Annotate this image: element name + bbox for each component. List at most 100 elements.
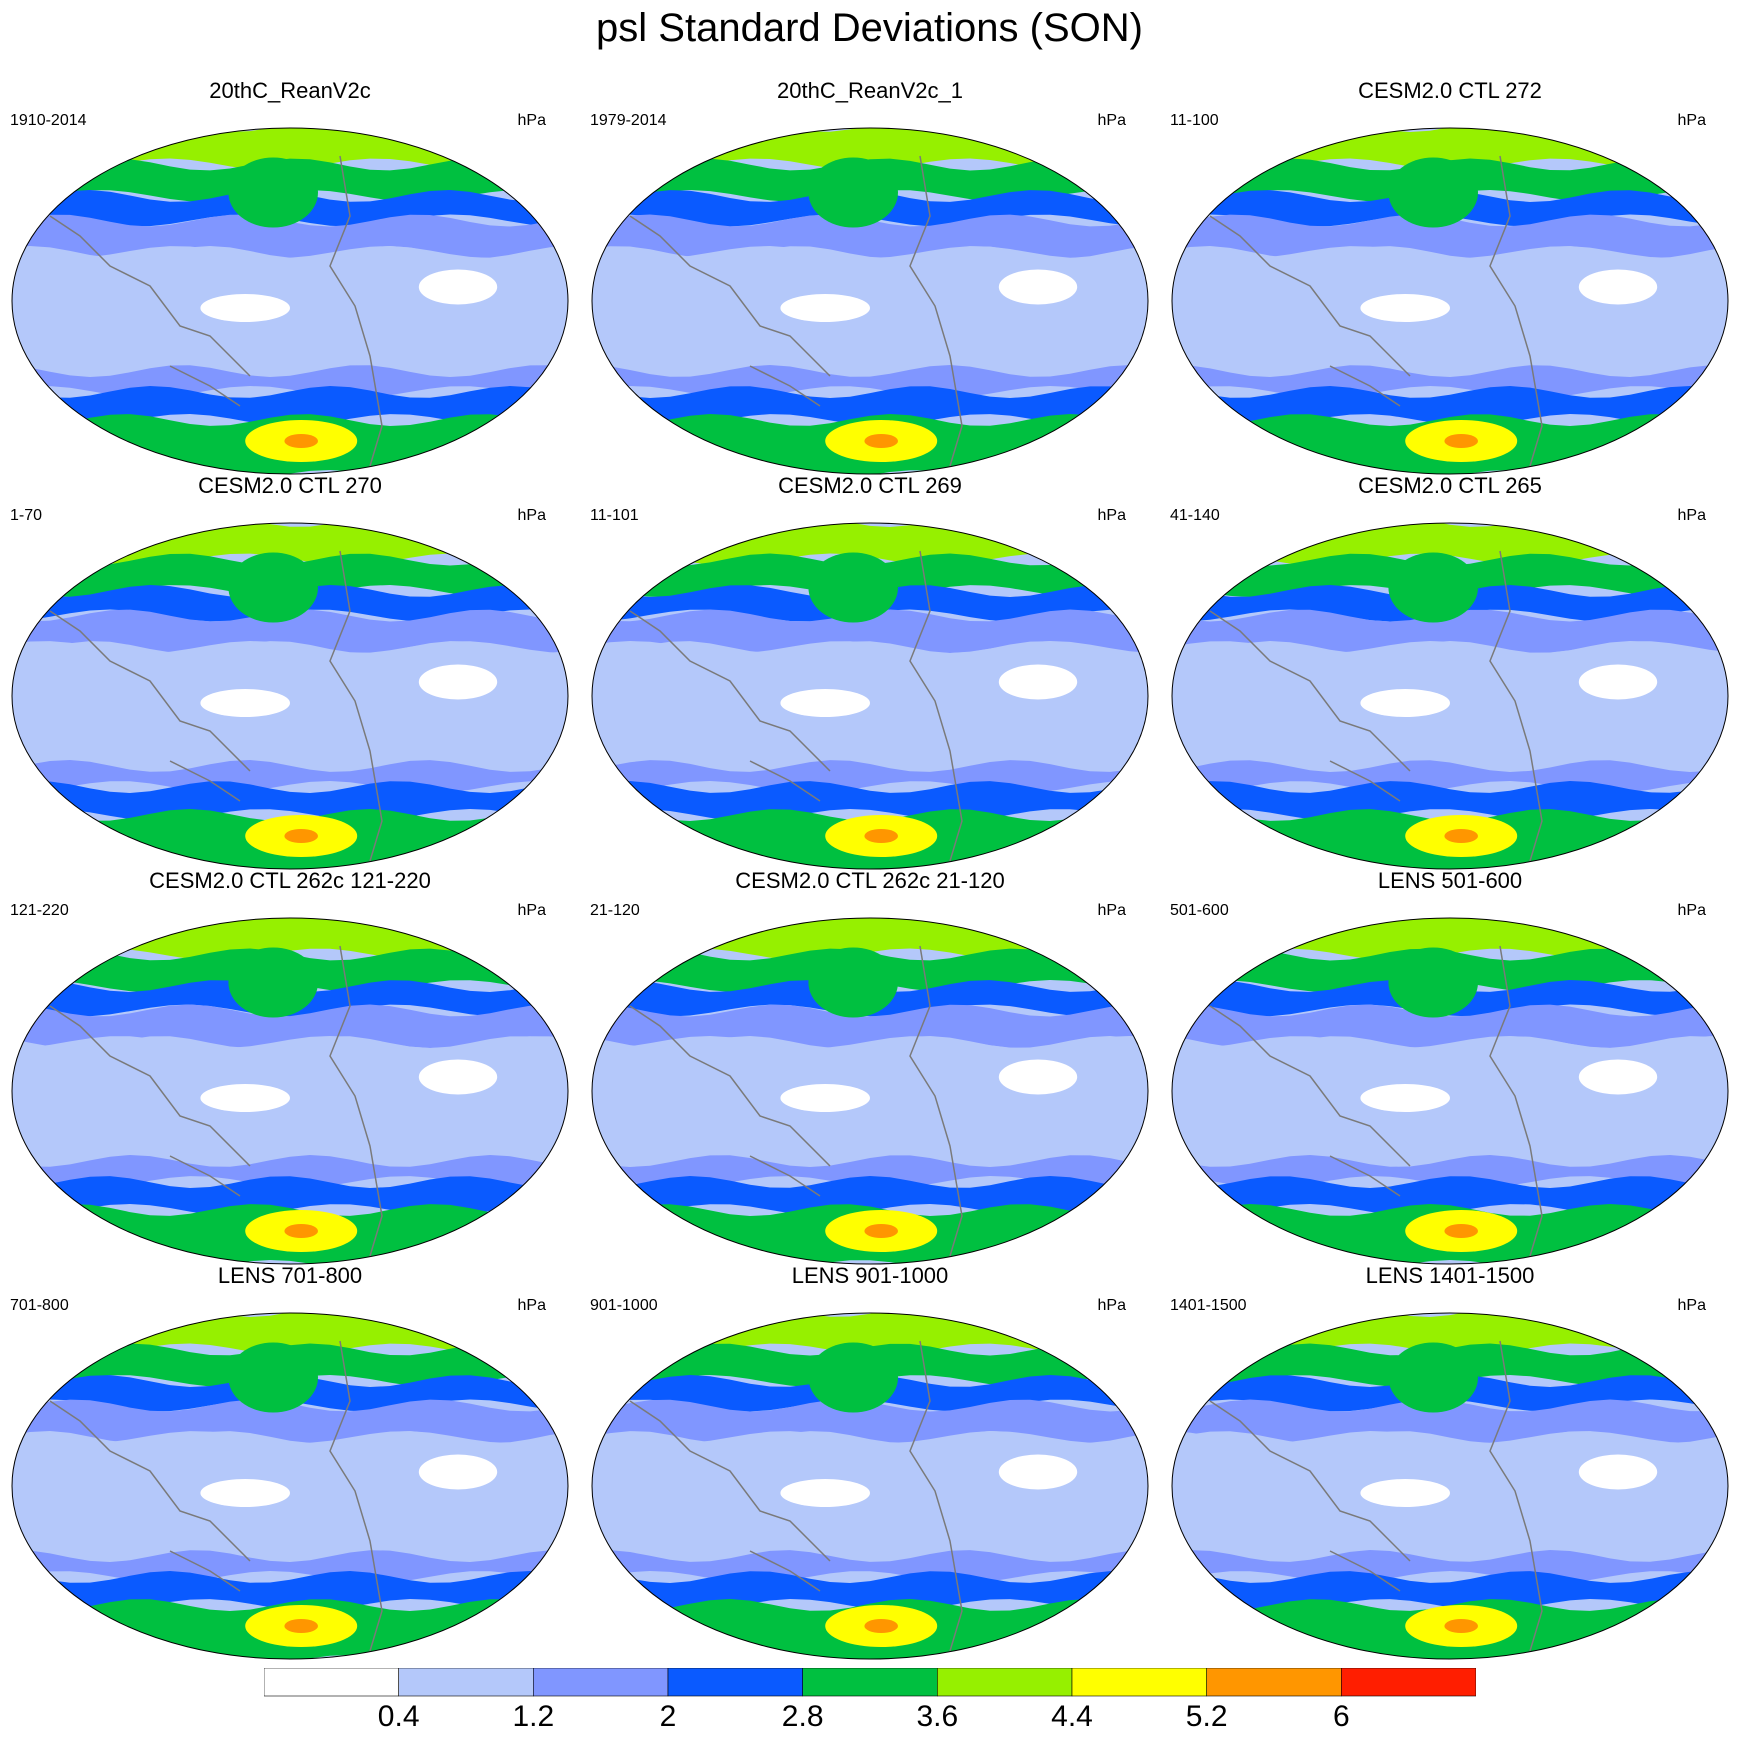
coastline (1209, 1340, 1543, 1652)
map-outline (1171, 522, 1729, 870)
panel-period: 1979-2014 (590, 112, 667, 129)
panel-title: CESM2.0 CTL 272 (1358, 78, 1542, 103)
robinson-map (1171, 522, 1729, 870)
panel-units: hPa (517, 1297, 546, 1314)
low-variance-patch (1578, 1059, 1658, 1095)
map-outline (11, 1312, 569, 1660)
robinson-map (11, 127, 569, 475)
max-variance-core (864, 1224, 898, 1238)
low-variance-patch (200, 1084, 290, 1112)
panel-period: 701-800 (10, 1297, 69, 1314)
low-variance-patch (780, 1479, 870, 1507)
colorbar-tick-label: 2 (659, 1700, 677, 1733)
coastline (1209, 945, 1543, 1257)
map-panel: LENS 701-800 701-800 hPa (0, 1263, 580, 1660)
low-variance-patch (780, 294, 870, 322)
panel-title: 20thC_ReanV2c (209, 78, 371, 103)
colorbar-box (532, 1668, 669, 1697)
panel-units: hPa (517, 902, 546, 919)
panel-units: hPa (517, 112, 546, 129)
panel-units: hPa (1097, 112, 1126, 129)
robinson-map (1171, 917, 1729, 1265)
coastline (1209, 550, 1543, 862)
colorbar-tick-label: 1.2 (512, 1700, 555, 1733)
low-variance-patch (1360, 1479, 1450, 1507)
panel-period: 1-70 (10, 507, 43, 524)
coastline (49, 550, 383, 862)
colorbar-box (667, 1668, 803, 1697)
coastline (49, 1340, 383, 1652)
north-pacific-high-variance (228, 552, 318, 623)
max-variance-core (284, 1619, 319, 1633)
contour-band (592, 1004, 1148, 1048)
north-pacific-high-variance (808, 552, 898, 623)
map-outline (591, 522, 1149, 870)
colorbar-box (1206, 1668, 1342, 1697)
panel-period: 1401-1500 (1170, 1297, 1247, 1314)
contour-band (592, 1036, 1148, 1167)
coastline (629, 155, 963, 467)
north-pacific-high-variance (808, 1342, 898, 1413)
panel-units: hPa (1097, 507, 1126, 524)
panel-title: LENS 501-600 (1377, 868, 1523, 893)
robinson-map (11, 522, 569, 870)
low-variance-patch (1360, 1084, 1450, 1112)
low-variance-patch (998, 269, 1078, 305)
low-variance-patch (200, 1479, 290, 1507)
north-pacific-high-variance (228, 157, 318, 228)
panel-period: 21-120 (590, 902, 640, 919)
north-pacific-high-variance (808, 157, 898, 228)
colorbar-box (264, 1668, 399, 1697)
max-variance-core (1444, 434, 1478, 448)
map-panel: CESM2.0 CTL 262c 121-220 121-220 hPa (0, 868, 580, 1265)
low-variance-patch (1578, 664, 1658, 700)
low-variance-patch (200, 294, 290, 322)
north-pacific-high-variance (1388, 947, 1478, 1018)
max-variance-core (284, 829, 319, 843)
figure-title: psl Standard Deviations (SON) (596, 6, 1143, 50)
contour-band (592, 609, 1148, 653)
panel-title: CESM2.0 CTL 270 (198, 473, 382, 498)
max-variance-core (284, 1224, 319, 1238)
panel-title: LENS 701-800 (217, 1263, 363, 1288)
map-panel: CESM2.0 CTL 269 11-101 hPa (580, 473, 1160, 870)
low-variance-patch (418, 269, 498, 305)
low-variance-patch (418, 1454, 498, 1490)
robinson-map (591, 522, 1149, 870)
contour-band (1172, 1399, 1728, 1443)
panel-units: hPa (1677, 1297, 1706, 1314)
coastline (49, 155, 383, 467)
map-panel: 20thC_ReanV2c 1910-2014 hPa (0, 78, 580, 475)
contour-band (592, 214, 1148, 258)
contour-band (1172, 1431, 1728, 1562)
colorbar-tick-label: 6 (1332, 1700, 1350, 1733)
panel-title: CESM2.0 CTL 262c 21-120 (735, 868, 1005, 893)
panel-units: hPa (517, 507, 546, 524)
low-variance-patch (998, 664, 1078, 700)
north-pacific-high-variance (1388, 1342, 1478, 1413)
panel-units: hPa (1097, 902, 1126, 919)
panel-period: 501-600 (1170, 902, 1229, 919)
contour-band (12, 214, 568, 258)
contour-band (1172, 1550, 1728, 1583)
north-pacific-high-variance (228, 1342, 318, 1413)
panel-title: 20thC_ReanV2c_1 (777, 78, 963, 103)
low-variance-patch (998, 1059, 1078, 1095)
low-variance-patch (1360, 689, 1450, 717)
map-outline (1171, 917, 1729, 1265)
coastline (629, 550, 963, 862)
robinson-map (1171, 1312, 1729, 1660)
map-panel: LENS 901-1000 901-1000 hPa (580, 1263, 1160, 1660)
panel-period: 1910-2014 (10, 112, 87, 129)
map-panel: CESM2.0 CTL 272 11-100 hPa (1160, 78, 1739, 475)
map-outline (591, 127, 1149, 475)
panel-period: 121-220 (10, 902, 69, 919)
low-variance-patch (418, 1059, 498, 1095)
coastline (629, 945, 963, 1257)
contour-band (12, 609, 568, 653)
contour-band (1172, 609, 1728, 653)
contour-band (592, 641, 1148, 772)
low-variance-patch (418, 664, 498, 700)
colorbar-box (802, 1668, 938, 1697)
coastline (1209, 155, 1543, 467)
